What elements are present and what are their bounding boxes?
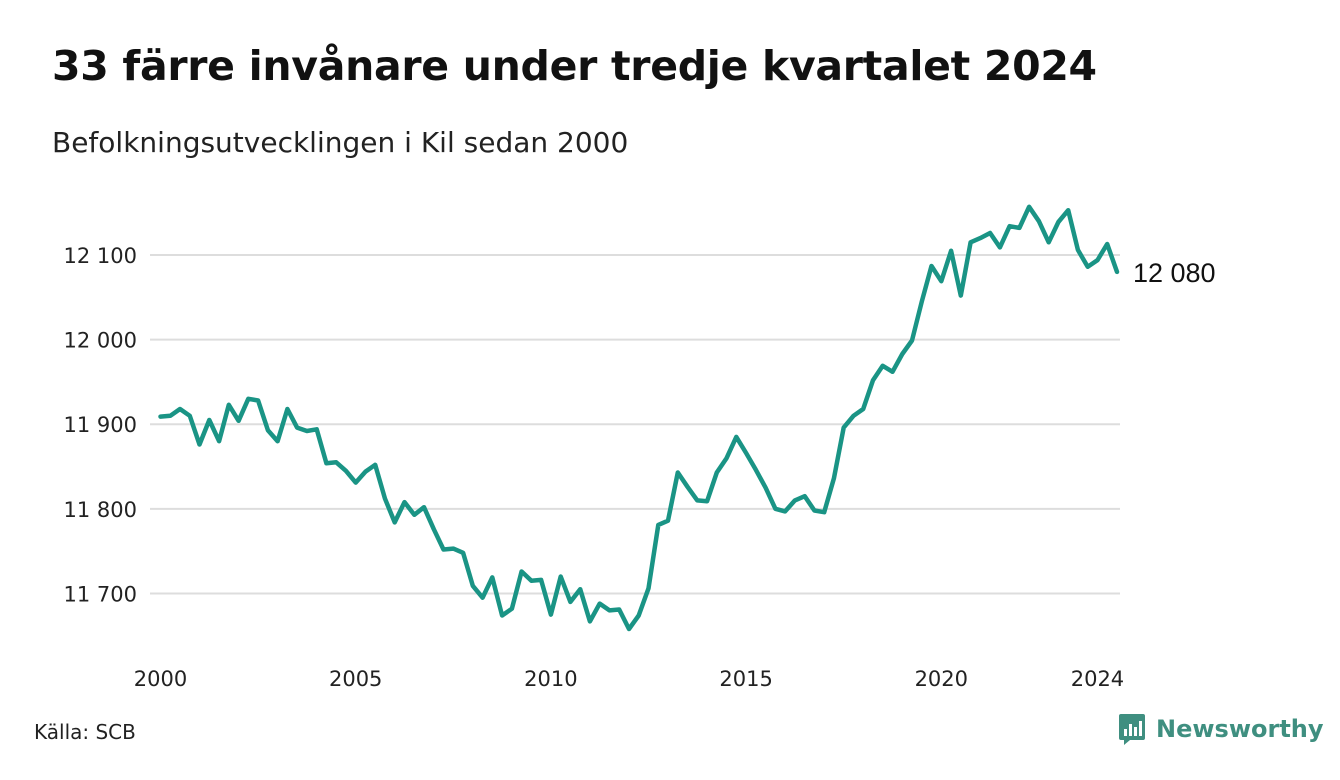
newsworthy-logo-icon: [1119, 714, 1145, 745]
x-tick-label: 2000: [134, 667, 187, 691]
x-tick-label: 2015: [719, 667, 772, 691]
y-tick-label: 12 000: [64, 329, 137, 353]
chart-title: 33 färre invånare under tredje kvartalet…: [52, 42, 1097, 90]
x-tick-label: 2024: [1071, 667, 1124, 691]
chart-subtitle: Befolkningsutvecklingen i Kil sedan 2000: [52, 126, 629, 159]
x-axis-ticks: 2000 2005 2010 2015 2020 2024: [134, 667, 1124, 691]
gridlines: [150, 254, 1120, 595]
end-value-label: 12 080: [1133, 258, 1216, 288]
y-tick-label: 11 700: [64, 582, 137, 606]
source-note: Källa: SCB: [34, 720, 136, 744]
x-tick-label: 2020: [915, 667, 968, 691]
brand-logo: Newsworthy: [1118, 712, 1324, 746]
y-tick-label: 11 900: [64, 413, 137, 437]
y-tick-label: 12 100: [64, 244, 137, 268]
y-tick-label: 11 800: [64, 498, 137, 522]
brand-name: Newsworthy: [1156, 715, 1324, 743]
y-axis-ticks: 11 700 11 800 11 900 12 000 12 100: [64, 244, 137, 606]
x-tick-label: 2010: [524, 667, 577, 691]
series-line: [158, 204, 1120, 632]
x-tick-label: 2005: [329, 667, 382, 691]
